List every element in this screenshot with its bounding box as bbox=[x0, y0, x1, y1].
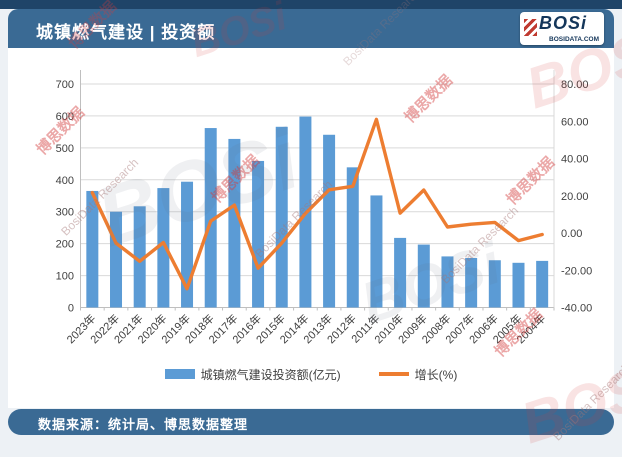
y-left-label: 600 bbox=[56, 111, 74, 123]
bar-2020年 bbox=[157, 188, 170, 308]
bar-2016年 bbox=[252, 160, 265, 308]
data-source-note: 数据来源：统计局、博思数据整理 bbox=[38, 417, 249, 432]
bar-2018年 bbox=[204, 128, 217, 308]
bar-2008年 bbox=[441, 256, 454, 308]
legend-growth: 增长(%) bbox=[378, 366, 458, 383]
growth-line bbox=[90, 117, 544, 291]
y-left-label: 700 bbox=[56, 79, 74, 91]
bar-2023年 bbox=[86, 190, 99, 308]
bar-2022年 bbox=[110, 211, 123, 308]
bar-2006年 bbox=[488, 260, 501, 308]
bar-2007年 bbox=[465, 258, 478, 308]
logo-domain-text: BOSIDATA.COM bbox=[549, 36, 599, 43]
y-right-label: 80.00 bbox=[561, 79, 589, 91]
bar-2005年 bbox=[512, 262, 525, 308]
y-right-label: 60.00 bbox=[561, 116, 589, 128]
bar-2015年 bbox=[275, 126, 288, 308]
y-right-label: 40.00 bbox=[561, 154, 589, 166]
y-left-label: 300 bbox=[56, 207, 74, 219]
logo-stripes-icon bbox=[524, 19, 537, 36]
bar-2017年 bbox=[228, 138, 241, 308]
bar-2009年 bbox=[417, 244, 430, 308]
bar-2004年 bbox=[536, 260, 549, 308]
legend-investment: 城镇燃气建设投资额(亿元) bbox=[164, 366, 341, 383]
legend-investment-label: 城镇燃气建设投资额(亿元) bbox=[200, 367, 341, 382]
logo-brand-text: BOSi bbox=[539, 13, 588, 33]
bar-2021年 bbox=[133, 206, 146, 308]
y-left-label: 0 bbox=[68, 303, 74, 315]
bar-2012年 bbox=[346, 167, 359, 308]
footer-bar: 数据来源：统计局、博思数据整理 bbox=[8, 409, 614, 435]
y-right-label: 20.00 bbox=[561, 191, 589, 203]
bar-2013年 bbox=[323, 134, 336, 308]
brand-logo: BOSi BOSIDATA.COM bbox=[520, 12, 604, 45]
y-right-label: -20.00 bbox=[561, 265, 592, 277]
line-swatch-icon bbox=[378, 372, 409, 376]
y-left-label: 400 bbox=[56, 175, 74, 187]
y-left-label: 500 bbox=[56, 143, 74, 155]
top-strip bbox=[0, 0, 622, 9]
y-left-label: 100 bbox=[56, 271, 74, 283]
y-left-label: 200 bbox=[56, 239, 74, 251]
bar-swatch-icon bbox=[164, 369, 195, 379]
header-bar: 城镇燃气建设 | 投资额 BOSi BOSIDATA.COM bbox=[8, 9, 614, 48]
page-title: 城镇燃气建设 | 投资额 bbox=[36, 23, 216, 42]
y-right-label: 0.00 bbox=[561, 228, 582, 240]
chart-legend: 城镇燃气建设投资额(亿元) 增长(%) bbox=[8, 364, 614, 384]
bar-2011年 bbox=[370, 195, 383, 308]
bar-2010年 bbox=[394, 237, 407, 308]
y-right-label: -40.00 bbox=[561, 303, 592, 315]
chart-canvas: 0 100 200 300 400 500 600 700 80.00 60.00 40.00 20.… bbox=[56, 70, 592, 346]
legend-growth-label: 增长(%) bbox=[414, 367, 458, 382]
